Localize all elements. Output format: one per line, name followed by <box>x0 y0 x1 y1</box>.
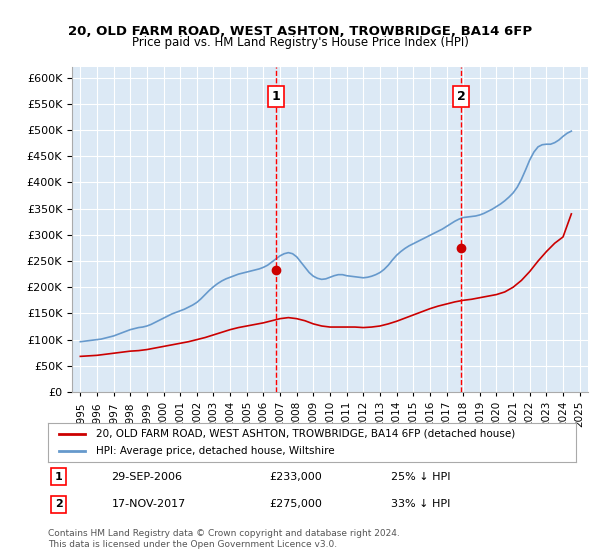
Text: 20, OLD FARM ROAD, WEST ASHTON, TROWBRIDGE, BA14 6FP: 20, OLD FARM ROAD, WEST ASHTON, TROWBRID… <box>68 25 532 38</box>
Text: Contains HM Land Registry data © Crown copyright and database right 2024.
This d: Contains HM Land Registry data © Crown c… <box>48 529 400 549</box>
Text: 29-SEP-2006: 29-SEP-2006 <box>112 472 182 482</box>
Text: 2: 2 <box>457 90 466 103</box>
Text: £233,000: £233,000 <box>270 472 323 482</box>
Text: Price paid vs. HM Land Registry's House Price Index (HPI): Price paid vs. HM Land Registry's House … <box>131 36 469 49</box>
Text: 25% ↓ HPI: 25% ↓ HPI <box>391 472 451 482</box>
Text: 33% ↓ HPI: 33% ↓ HPI <box>391 499 451 509</box>
Text: HPI: Average price, detached house, Wiltshire: HPI: Average price, detached house, Wilt… <box>95 446 334 456</box>
Text: 17-NOV-2017: 17-NOV-2017 <box>112 499 185 509</box>
Text: 1: 1 <box>272 90 280 103</box>
Text: 20, OLD FARM ROAD, WEST ASHTON, TROWBRIDGE, BA14 6FP (detached house): 20, OLD FARM ROAD, WEST ASHTON, TROWBRID… <box>95 429 515 439</box>
Text: 1: 1 <box>55 472 62 482</box>
Text: 2: 2 <box>55 499 62 509</box>
Text: £275,000: £275,000 <box>270 499 323 509</box>
